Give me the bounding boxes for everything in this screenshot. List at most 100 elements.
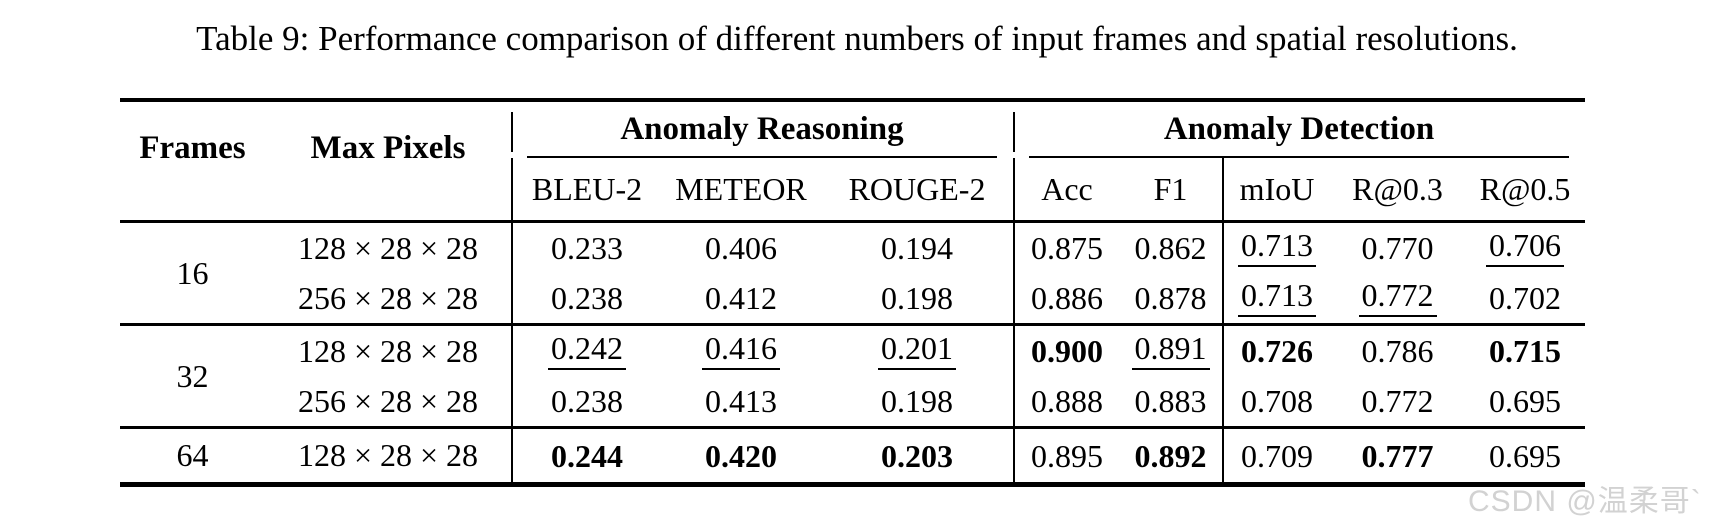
col-header-max-pixels: Max Pixels bbox=[310, 129, 466, 166]
metric-value: 0.706 bbox=[1486, 229, 1564, 267]
metric-value: 0.412 bbox=[705, 280, 777, 316]
metric-value: 0.892 bbox=[1134, 437, 1207, 474]
cell-acc: 0.875 bbox=[1013, 223, 1119, 273]
metric-value: 0.878 bbox=[1134, 280, 1207, 316]
cell-meteor: 0.406 bbox=[661, 223, 821, 273]
col-header-f1: F1 bbox=[1153, 170, 1188, 207]
metric-value: 0.777 bbox=[1361, 437, 1434, 474]
cell-r05: 0.695 bbox=[1465, 429, 1585, 482]
col-header-frames: Frames bbox=[139, 129, 246, 166]
metric-value: 0.413 bbox=[705, 383, 777, 419]
max-pixels-value: 128 × 28 × 28 bbox=[297, 229, 479, 266]
cell-f1: 0.883 bbox=[1119, 376, 1222, 426]
cell-meteor: 0.416 bbox=[661, 326, 821, 376]
metric-value: 0.194 bbox=[881, 230, 953, 266]
frames-value: 32 bbox=[176, 357, 209, 394]
cell-miou: 0.713 bbox=[1222, 273, 1330, 323]
cell-bleu2: 0.238 bbox=[511, 273, 661, 323]
metric-value: 0.203 bbox=[881, 437, 953, 474]
cell-r03: 0.777 bbox=[1330, 429, 1465, 482]
cell-meteor: 0.420 bbox=[661, 429, 821, 482]
metric-value: 0.772 bbox=[1358, 279, 1437, 317]
table-group-64-frames: 64 128 × 28 × 28 0.244 0.420 0.203 0.895… bbox=[120, 426, 1585, 482]
watermark: CSDN @温柔哥` bbox=[1468, 485, 1702, 518]
frames-value: 64 bbox=[176, 437, 209, 473]
metric-value: 0.420 bbox=[705, 437, 777, 474]
metric-value: 0.713 bbox=[1238, 229, 1316, 267]
metric-value: 0.713 bbox=[1238, 279, 1316, 317]
cell-f1: 0.891 bbox=[1119, 326, 1222, 376]
cell-bleu2: 0.244 bbox=[511, 429, 661, 482]
table-header: Frames Max Pixels Anomaly Reasoning Anom… bbox=[120, 98, 1585, 223]
metric-value: 0.201 bbox=[878, 332, 956, 370]
metric-value: 0.886 bbox=[1031, 280, 1103, 316]
metric-value: 0.900 bbox=[1031, 333, 1103, 369]
metric-value: 0.888 bbox=[1031, 383, 1103, 419]
metric-value: 0.198 bbox=[881, 280, 953, 316]
cell-r05: 0.702 bbox=[1465, 273, 1585, 323]
cell-bleu2: 0.238 bbox=[511, 376, 661, 426]
group-header-anomaly-detection-label: Anomaly Detection bbox=[1029, 102, 1569, 158]
metric-value: 0.244 bbox=[551, 437, 623, 474]
max-pixels-value: 256 × 28 × 28 bbox=[297, 279, 479, 316]
table-bottom-rule bbox=[120, 482, 1585, 487]
metric-value: 0.862 bbox=[1134, 230, 1207, 266]
frames-value: 16 bbox=[176, 254, 209, 291]
group-header-anomaly-reasoning-label: Anomaly Reasoning bbox=[527, 102, 997, 158]
metric-value: 0.198 bbox=[881, 383, 953, 419]
cell-rouge2: 0.198 bbox=[821, 273, 1013, 323]
col-header-acc: Acc bbox=[1013, 158, 1119, 220]
cell-rouge2: 0.201 bbox=[821, 326, 1013, 376]
cell-meteor: 0.412 bbox=[661, 273, 821, 323]
metric-value: 0.726 bbox=[1241, 333, 1313, 369]
cell-bleu2: 0.242 bbox=[511, 326, 661, 376]
metric-value: 0.895 bbox=[1031, 437, 1103, 474]
cell-r05: 0.706 bbox=[1465, 223, 1585, 273]
metric-value: 0.233 bbox=[551, 230, 623, 266]
metric-value: 0.875 bbox=[1031, 230, 1103, 266]
col-header-r05: R@0.5 bbox=[1479, 170, 1571, 207]
metric-value: 0.238 bbox=[551, 280, 623, 316]
cell-rouge2: 0.198 bbox=[821, 376, 1013, 426]
metric-value: 0.695 bbox=[1489, 383, 1561, 419]
group-header-anomaly-detection: Anomaly Detection bbox=[1013, 102, 1585, 158]
cell-f1: 0.878 bbox=[1119, 273, 1222, 323]
metric-value: 0.406 bbox=[705, 230, 777, 266]
col-header-bleu2: BLEU-2 bbox=[511, 158, 661, 220]
metric-value: 0.772 bbox=[1361, 383, 1434, 419]
group-header-anomaly-reasoning: Anomaly Reasoning bbox=[511, 102, 1013, 158]
cell-r05: 0.695 bbox=[1465, 376, 1585, 426]
cell-miou: 0.713 bbox=[1222, 223, 1330, 273]
cell-rouge2: 0.203 bbox=[821, 429, 1013, 482]
metric-value: 0.891 bbox=[1131, 332, 1210, 370]
cell-f1: 0.892 bbox=[1119, 429, 1222, 482]
cell-miou: 0.726 bbox=[1222, 326, 1330, 376]
metric-value: 0.715 bbox=[1489, 333, 1561, 369]
metric-value: 0.770 bbox=[1361, 230, 1434, 266]
cell-f1: 0.862 bbox=[1119, 223, 1222, 273]
cell-miou: 0.708 bbox=[1222, 376, 1330, 426]
cell-acc: 0.895 bbox=[1013, 429, 1119, 482]
max-pixels-value: 128 × 28 × 28 bbox=[297, 437, 479, 473]
performance-table: Frames Max Pixels Anomaly Reasoning Anom… bbox=[120, 98, 1585, 487]
metric-value: 0.695 bbox=[1489, 437, 1561, 474]
max-pixels-value: 128 × 28 × 28 bbox=[297, 332, 479, 369]
cell-rouge2: 0.194 bbox=[821, 223, 1013, 273]
metric-value: 0.702 bbox=[1489, 280, 1561, 316]
metric-value: 0.786 bbox=[1361, 333, 1434, 369]
cell-r05: 0.715 bbox=[1465, 326, 1585, 376]
table-group-32-frames: 32 128 × 28 × 28 0.242 0.416 0.201 0.900… bbox=[120, 323, 1585, 426]
col-header-miou: mIoU bbox=[1222, 158, 1330, 220]
col-header-meteor: METEOR bbox=[675, 170, 807, 207]
cell-r03: 0.770 bbox=[1330, 223, 1465, 273]
metric-value: 0.242 bbox=[548, 332, 626, 370]
cell-bleu2: 0.233 bbox=[511, 223, 661, 273]
cell-r03: 0.772 bbox=[1330, 273, 1465, 323]
max-pixels-value: 256 × 28 × 28 bbox=[297, 382, 479, 419]
metric-value: 0.708 bbox=[1241, 383, 1313, 419]
table-group-16-frames: 16 128 × 28 × 28 0.233 0.406 0.194 0.875… bbox=[120, 223, 1585, 323]
metric-value: 0.238 bbox=[551, 383, 623, 419]
metric-value: 0.416 bbox=[702, 332, 780, 370]
cell-miou: 0.709 bbox=[1222, 429, 1330, 482]
metric-value: 0.883 bbox=[1134, 383, 1207, 419]
